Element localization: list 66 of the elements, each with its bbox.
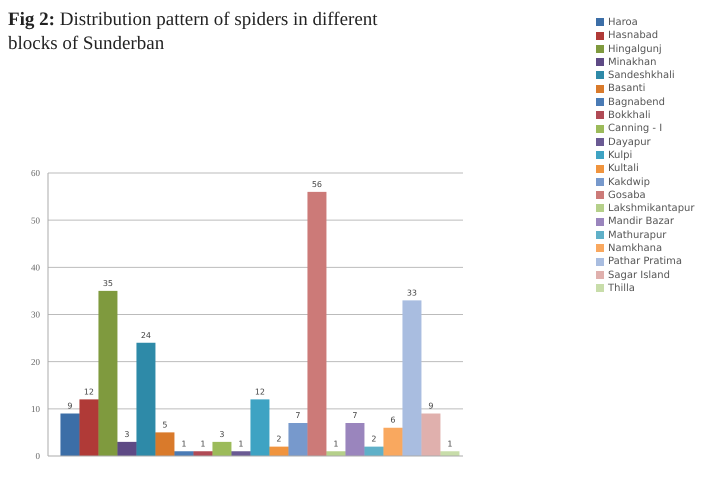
data-label: 5 — [162, 420, 168, 430]
legend-label: Mandir Bazar — [608, 216, 674, 228]
data-label: 7 — [352, 410, 358, 420]
y-tick-label: 30 — [31, 310, 40, 320]
legend-label: Bokkhali — [608, 110, 651, 122]
bar — [307, 192, 326, 456]
bar — [364, 446, 384, 456]
y-tick-label: 40 — [31, 262, 40, 273]
legend-label: Kulpi — [608, 150, 632, 161]
chart-title: Fig 2: Distribution pattern of spiders in different blocks of Sunderban — [8, 8, 379, 56]
legend-label: Pathar Pratima — [608, 256, 682, 268]
legend-label: Gosaba — [608, 190, 646, 201]
legend-label: Thilla — [608, 282, 635, 294]
legend-label: Namkhana — [608, 243, 662, 254]
bar — [288, 422, 308, 456]
legend-label: Sagar Island — [608, 270, 670, 281]
bar — [79, 399, 98, 456]
bar — [383, 428, 402, 456]
legend-label: Canning - I — [608, 123, 662, 134]
bar — [421, 414, 440, 456]
legend-label: Bagnabend — [608, 96, 665, 108]
data-label: 35 — [102, 278, 114, 288]
legend-label: Sandeshkhali — [608, 70, 675, 82]
data-label: 1 — [333, 439, 338, 448]
bar — [212, 442, 232, 456]
legend-label: Lakshmikantapur — [608, 203, 694, 214]
data-label: 9 — [428, 402, 434, 411]
bar — [250, 399, 270, 456]
data-label: 12 — [254, 387, 266, 396]
y-tick-label: 20 — [31, 356, 40, 367]
data-label: 1 — [238, 439, 244, 448]
data-label: 1 — [181, 439, 186, 448]
bar — [269, 446, 288, 456]
y-tick-label: 0 — [36, 451, 40, 462]
data-label: 2 — [276, 434, 282, 444]
bar — [60, 414, 80, 456]
data-label: 3 — [124, 430, 130, 439]
bar — [345, 422, 364, 456]
bar — [155, 432, 174, 456]
data-label: 12 — [84, 387, 94, 396]
data-label: 1 — [447, 439, 452, 448]
y-tick-label: 50 — [31, 215, 40, 226]
data-label: 6 — [390, 416, 396, 425]
bar — [402, 300, 422, 456]
data-label: 24 — [140, 330, 152, 340]
legend-label: Basanti — [608, 83, 646, 94]
bar — [117, 442, 136, 456]
data-label: 7 — [295, 410, 300, 420]
bar — [98, 290, 118, 456]
legend-label: Haroa — [608, 17, 638, 28]
legend-label: Mathurapur — [608, 230, 666, 241]
y-tick-label: 60 — [31, 168, 40, 178]
legend-label: Kakdwip — [608, 176, 650, 188]
data-label: 56 — [312, 180, 322, 189]
data-label: 33 — [406, 288, 418, 298]
data-label: 9 — [67, 402, 72, 411]
data-label: 3 — [219, 430, 224, 439]
legend-label: Hasnabad — [608, 30, 658, 42]
legend-label: Hingalgunj — [608, 44, 662, 55]
data-label: 1 — [200, 439, 206, 448]
bar — [136, 342, 156, 456]
legend-label: Minakhan — [608, 56, 656, 68]
legend-label: Kultali — [608, 163, 639, 174]
data-label: 2 — [371, 434, 376, 444]
legend-label: Dayapur — [608, 136, 651, 148]
y-tick-label: 10 — [31, 404, 40, 414]
